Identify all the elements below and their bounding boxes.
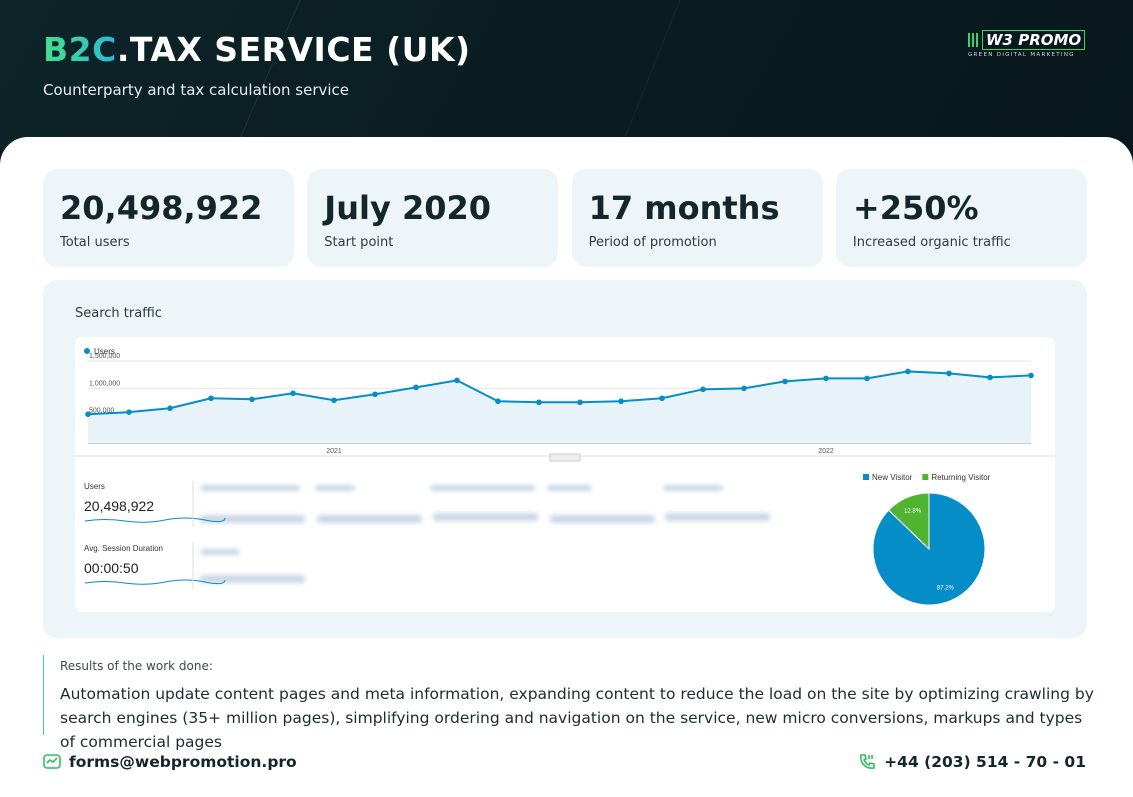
- analytics-chart: Users 500,000 1,000,000 1,500,000 2021 2022 Us…: [75, 347, 1055, 606]
- stat-value: +250%: [852, 189, 979, 227]
- point: [290, 390, 296, 397]
- blurred-metric: [200, 515, 305, 523]
- legend-label: New Visitor: [872, 473, 913, 482]
- stat-card: +250% Increased organic traffic: [835, 169, 1087, 267]
- point: [782, 378, 788, 385]
- x-tick-label: 2021: [326, 448, 342, 455]
- y-tick-label: 1,500,000: [89, 353, 120, 360]
- point: [905, 368, 911, 375]
- blurred-metric: [663, 485, 723, 491]
- stat-label: Period of promotion: [588, 235, 717, 250]
- phone-icon: [860, 754, 875, 769]
- email: forms@webpromotion.pro: [43, 753, 297, 771]
- metric-value: 00:00:50: [84, 560, 139, 576]
- title: B2C.TAX SERVICE (UK): [43, 30, 471, 69]
- legend-marker: [863, 474, 869, 480]
- x-tick-label: 2022: [818, 448, 834, 455]
- slice-label: 87.2%: [937, 586, 955, 592]
- logo-text: W3 PROMO: [982, 30, 1086, 50]
- point: [618, 398, 624, 405]
- point: [987, 374, 993, 381]
- point: [413, 384, 419, 391]
- point: [454, 377, 460, 384]
- blurred-metric: [433, 513, 538, 521]
- y-tick-label: 1,000,000: [89, 380, 120, 387]
- stat-label: Start point: [324, 235, 394, 250]
- email-icon: [43, 754, 61, 769]
- logo-tagline: GREEN DIGITAL MARKETING: [968, 52, 1075, 58]
- results-text: Automation update content pages and meta…: [60, 685, 1094, 751]
- logo-bars: [968, 33, 980, 47]
- point: [659, 395, 665, 402]
- point: [823, 375, 829, 382]
- results: Results of the work done: Automation upd…: [43, 655, 1100, 751]
- analytics-panel: Users 500,000 1,000,000 1,500,000 2021 2022 Us…: [75, 337, 1055, 612]
- stat-card: July 2020 Start point: [307, 169, 559, 267]
- results-label: Results of the work done:: [60, 659, 213, 673]
- pie-slice: [872, 492, 986, 606]
- stat-value: 17 months: [588, 189, 780, 227]
- stat-label: Total users: [60, 235, 130, 250]
- section-title: Search traffic: [75, 306, 162, 321]
- sparkline: [84, 579, 226, 585]
- point: [1028, 372, 1034, 379]
- point: [495, 398, 501, 405]
- point: [167, 405, 173, 412]
- blurred-metric: [317, 515, 422, 523]
- blurred-metric: [200, 549, 240, 555]
- point: [700, 386, 706, 393]
- point: [864, 375, 870, 382]
- y-tick-label: 500,000: [89, 408, 114, 415]
- point: [85, 411, 91, 417]
- point: [577, 399, 583, 406]
- legend-label: Returning Visitor: [931, 473, 990, 482]
- stat-card: 17 months Period of promotion: [571, 169, 823, 267]
- legend-marker: [922, 474, 929, 480]
- legend-label: Users: [94, 347, 115, 356]
- phone-text: +44 (203) 514 - 70 - 01: [884, 753, 1086, 771]
- blurred-metric: [315, 485, 355, 491]
- header: B2C.TAX SERVICE (UK) Counterparty and ta…: [0, 0, 1133, 150]
- pie-slice: [887, 492, 930, 551]
- point: [372, 391, 378, 398]
- blurred-metric: [200, 485, 300, 491]
- area: [88, 371, 1031, 443]
- subtitle: Counterparty and tax calculation service: [43, 81, 350, 99]
- point: [946, 370, 952, 377]
- blurred-metric: [200, 575, 305, 583]
- metric-label: Avg. Session Duration: [84, 544, 163, 553]
- metric-label: Users: [84, 482, 105, 491]
- point: [536, 399, 542, 406]
- blurred-metric: [665, 513, 770, 521]
- point: [741, 385, 747, 392]
- email-text: forms@webpromotion.pro: [69, 753, 297, 771]
- title-accent: B2C: [43, 30, 117, 69]
- slice-label: 12.8%: [904, 508, 922, 514]
- point: [331, 397, 337, 404]
- stat-value: July 2020: [324, 189, 492, 227]
- stat-card: 20,498,922 Total users: [43, 169, 294, 267]
- point: [208, 395, 214, 402]
- metric-value: 20,498,922: [84, 498, 154, 514]
- blurred-metric: [547, 485, 592, 491]
- title-text: .TAX SERVICE (UK): [116, 30, 471, 69]
- line: [87, 370, 1032, 416]
- sparkline: [84, 517, 226, 523]
- phone: +44 (203) 514 - 70 - 01: [858, 753, 1086, 771]
- header-decoration: [234, 0, 681, 150]
- blurred-metric: [430, 485, 535, 491]
- legend-marker: [84, 348, 90, 354]
- logo: W3 PROMO GREEN DIGITAL MARKETING: [968, 30, 1086, 58]
- collapse-handle: [549, 453, 581, 462]
- blurred-metric: [550, 515, 655, 523]
- point: [249, 396, 255, 403]
- stat-value: 20,498,922: [60, 189, 263, 227]
- point: [126, 409, 132, 415]
- stat-label: Increased organic traffic: [852, 235, 1011, 250]
